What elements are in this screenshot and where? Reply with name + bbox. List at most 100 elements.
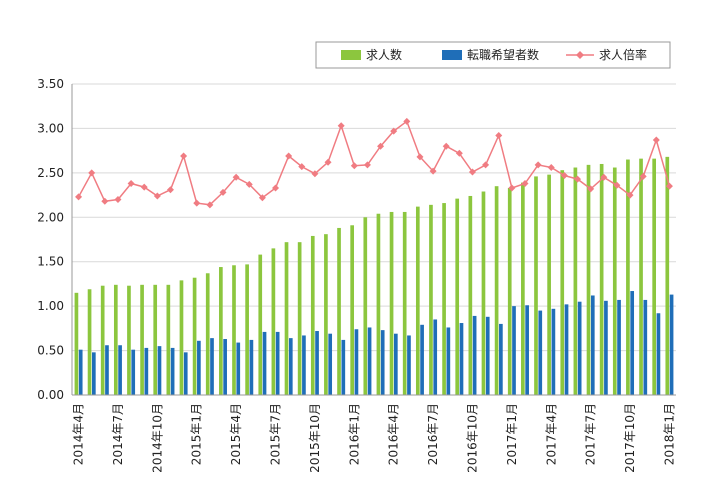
bar-job-seekers [302, 335, 306, 395]
bar-job-openings [100, 285, 105, 395]
ratio-point [363, 161, 371, 169]
bar-job-seekers [590, 295, 595, 395]
legend-swatch-job-seekers [442, 50, 462, 60]
ratio-point [574, 175, 582, 183]
bar-job-seekers [380, 330, 385, 395]
bar-job-openings [310, 235, 315, 395]
y-tick-label: 3.50 [37, 77, 64, 91]
ratio-point [285, 152, 293, 160]
y-tick-label: 0.50 [37, 344, 64, 358]
bar-job-seekers [420, 324, 424, 395]
x-tick-label: 2018年1月 [662, 403, 676, 465]
ratio-point [587, 185, 595, 193]
y-tick-label: 3.00 [37, 121, 64, 135]
ratio-point [377, 142, 385, 150]
bar-job-seekers [223, 339, 227, 395]
ratio-point [232, 173, 240, 181]
ratio-point [482, 161, 490, 169]
bar-job-openings [547, 174, 551, 395]
bar-job-seekers [210, 338, 214, 395]
ratio-point [180, 152, 188, 160]
bar-job-seekers [170, 347, 175, 395]
legend-box [315, 41, 671, 69]
bar-job-openings [494, 186, 499, 395]
ratio-point [429, 167, 437, 175]
bar-job-seekers [604, 300, 608, 395]
bar-job-seekers [354, 329, 359, 395]
ratio-point [560, 172, 568, 180]
bar-job-openings [297, 242, 302, 395]
ratio-point [193, 199, 201, 207]
bar-job-seekers [538, 310, 543, 395]
bar-job-openings [113, 284, 118, 395]
y-tick-label: 2.00 [37, 210, 64, 224]
bar-job-openings [232, 265, 236, 395]
ratio-point [547, 164, 555, 172]
ratio-point [639, 172, 647, 180]
bar-job-openings [442, 203, 446, 395]
bar-job-seekers [118, 345, 122, 395]
bar-job-openings [402, 211, 407, 395]
x-tick-label: 2017年1月 [505, 403, 519, 465]
ratio-point [416, 153, 424, 161]
bar-job-openings [389, 211, 394, 395]
ratio-point [652, 136, 660, 144]
ratio-point [337, 122, 345, 130]
bar-job-seekers [288, 338, 293, 395]
ratio-point [166, 186, 174, 194]
bar-job-openings [74, 292, 79, 395]
x-tick-label: 2015年4月 [229, 403, 243, 465]
bar-job-seekers [131, 349, 136, 395]
x-tick-label: 2017年7月 [584, 403, 598, 465]
bar-job-openings [245, 264, 249, 395]
bar-job-openings [612, 167, 617, 395]
bar-job-openings [507, 187, 512, 395]
bar-job-seekers [459, 323, 464, 395]
bar-job-seekers [446, 327, 451, 395]
bar-job-openings [140, 284, 144, 395]
ratio-point [442, 142, 450, 150]
bar-job-seekers [249, 339, 254, 395]
legend-label-job-openings: 求人数 [366, 47, 402, 62]
ratio-point [665, 182, 673, 190]
bar-series [74, 156, 674, 395]
bar-job-seekers [643, 299, 648, 395]
x-tick-label: 2015年10月 [308, 403, 322, 473]
ratio-point [75, 193, 83, 201]
ratio-point [258, 194, 266, 202]
legend: 求人数 転職希望者数 求人倍率 [315, 41, 671, 69]
bar-job-openings [468, 195, 473, 395]
ratio-point [311, 170, 319, 178]
bar-job-openings [363, 217, 368, 395]
bar-job-openings [665, 156, 670, 395]
ratio-point [626, 191, 634, 199]
legend-label-ratio: 求人倍率 [599, 47, 647, 62]
bar-job-seekers [472, 315, 477, 395]
x-tick-label: 2014年7月 [111, 403, 125, 465]
y-tick-label: 1.00 [37, 299, 64, 313]
y-tick-label: 1.50 [37, 255, 64, 269]
gridlines [72, 83, 676, 352]
ratio-point [324, 158, 332, 166]
ratio-point [534, 161, 542, 169]
bar-job-openings [429, 204, 433, 395]
bar-job-seekers [236, 342, 241, 395]
bar-job-openings [415, 206, 420, 395]
bar-job-seekers [393, 333, 398, 395]
bar-job-seekers [328, 333, 333, 395]
bar-job-openings [626, 159, 630, 395]
bar-job-openings [179, 280, 184, 395]
bar-job-openings [205, 273, 210, 395]
ratio-point [495, 132, 503, 140]
ratio-point [245, 180, 253, 188]
ratio-point [600, 173, 608, 181]
ratio-point [140, 183, 148, 191]
bar-job-openings [324, 234, 328, 395]
ratio-point [508, 184, 516, 192]
bar-job-seekers [157, 346, 162, 395]
bar-job-openings [586, 164, 591, 395]
ratio-point [88, 169, 96, 177]
x-tick-label: 2014年4月 [72, 403, 86, 465]
bar-job-seekers [656, 313, 661, 395]
